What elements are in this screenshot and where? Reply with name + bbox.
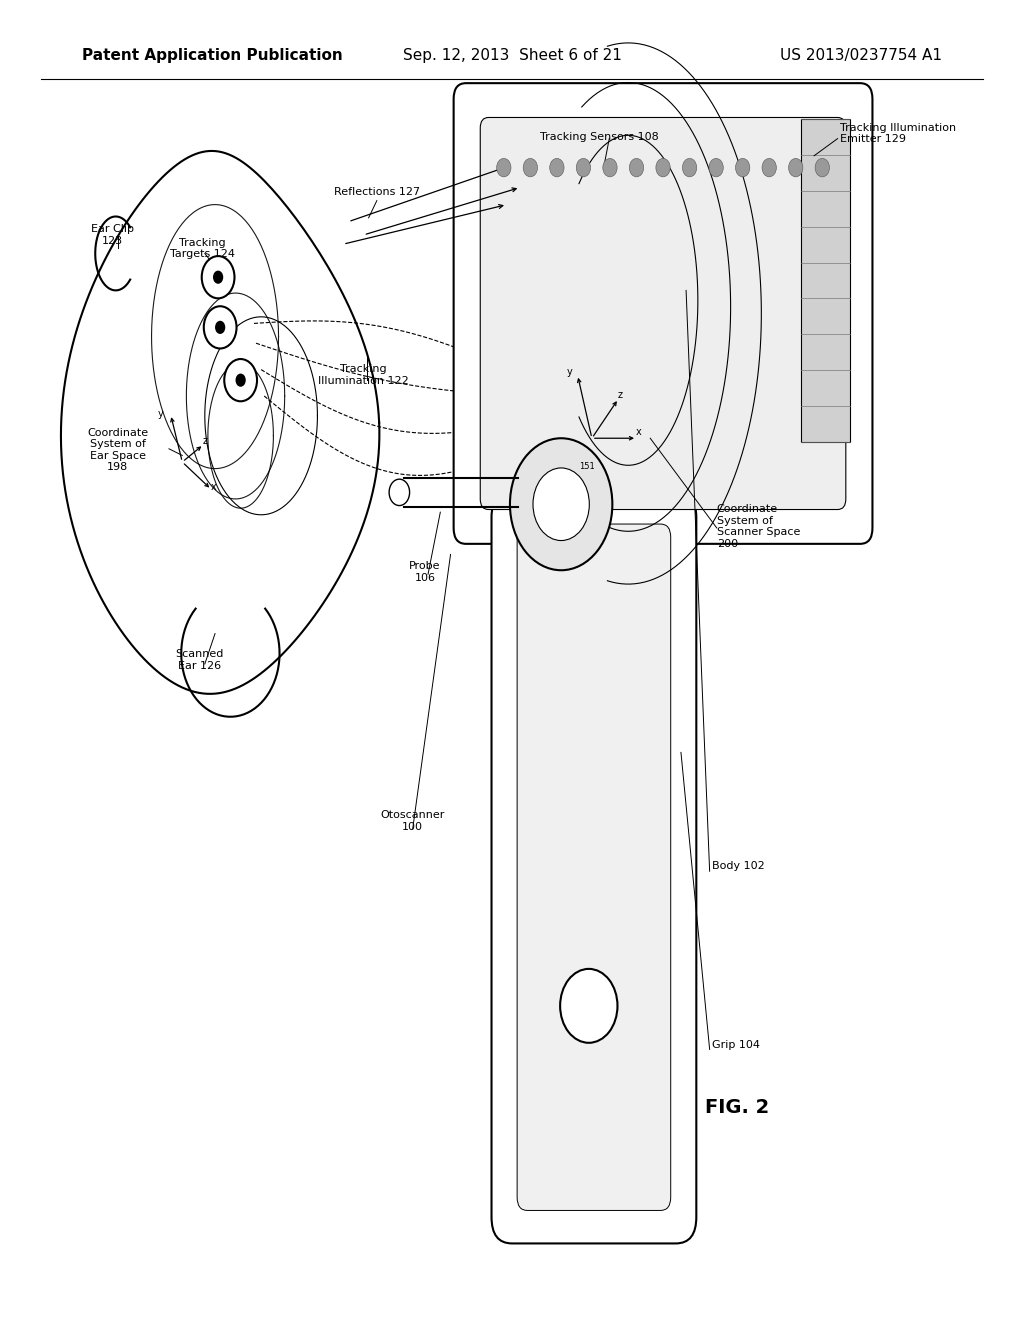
- Text: Ear Clip
123: Ear Clip 123: [91, 224, 134, 246]
- Text: Tracking
Illumination 122: Tracking Illumination 122: [318, 364, 409, 385]
- Circle shape: [815, 158, 829, 177]
- Text: Grip 104: Grip 104: [712, 1040, 760, 1051]
- Circle shape: [204, 306, 237, 348]
- Text: Otoscanner
100: Otoscanner 100: [381, 810, 444, 832]
- Circle shape: [202, 256, 234, 298]
- Text: y: y: [566, 367, 572, 378]
- Text: Tracking Illumination
Emitter 129: Tracking Illumination Emitter 129: [840, 123, 955, 144]
- Bar: [801, 119, 850, 442]
- Text: Sep. 12, 2013  Sheet 6 of 21: Sep. 12, 2013 Sheet 6 of 21: [402, 48, 622, 63]
- Circle shape: [497, 158, 511, 177]
- Circle shape: [224, 359, 257, 401]
- Bar: [520, 528, 668, 561]
- Text: Tracking
Targets 124: Tracking Targets 124: [170, 238, 236, 259]
- Text: Reflections 127: Reflections 127: [334, 187, 420, 198]
- Text: Patent Application Publication: Patent Application Publication: [82, 48, 343, 63]
- Text: x: x: [211, 482, 216, 492]
- Circle shape: [534, 469, 590, 541]
- Text: y: y: [158, 409, 164, 420]
- Circle shape: [682, 158, 696, 177]
- FancyBboxPatch shape: [517, 524, 671, 1210]
- FancyBboxPatch shape: [480, 117, 846, 510]
- Text: Coordinate
System of
Ear Space
198: Coordinate System of Ear Space 198: [87, 428, 148, 473]
- Text: US 2013/0237754 A1: US 2013/0237754 A1: [780, 48, 942, 63]
- Circle shape: [215, 321, 225, 334]
- FancyBboxPatch shape: [492, 491, 696, 1243]
- Circle shape: [560, 969, 617, 1043]
- Text: Probe
106: Probe 106: [410, 561, 440, 582]
- Circle shape: [735, 158, 750, 177]
- Text: Tracking Sensors 108: Tracking Sensors 108: [540, 132, 658, 143]
- Text: z: z: [203, 436, 208, 446]
- Text: FIG. 2: FIG. 2: [706, 1098, 769, 1117]
- Text: Body 102: Body 102: [712, 861, 765, 871]
- Text: x: x: [636, 426, 642, 437]
- Circle shape: [762, 158, 776, 177]
- Text: z: z: [618, 389, 623, 400]
- Circle shape: [523, 158, 538, 177]
- Text: 151: 151: [579, 462, 595, 471]
- FancyBboxPatch shape: [454, 83, 872, 544]
- Circle shape: [655, 158, 670, 177]
- Circle shape: [510, 438, 612, 570]
- Circle shape: [236, 374, 246, 387]
- Circle shape: [577, 158, 591, 177]
- Text: Coordinate
System of
Scanner Space
200: Coordinate System of Scanner Space 200: [717, 504, 800, 549]
- Circle shape: [788, 158, 803, 177]
- Circle shape: [213, 271, 223, 284]
- Circle shape: [603, 158, 617, 177]
- Circle shape: [709, 158, 723, 177]
- Text: Scanned
Ear 126: Scanned Ear 126: [175, 649, 224, 671]
- Circle shape: [550, 158, 564, 177]
- Circle shape: [630, 158, 644, 177]
- Circle shape: [389, 479, 410, 506]
